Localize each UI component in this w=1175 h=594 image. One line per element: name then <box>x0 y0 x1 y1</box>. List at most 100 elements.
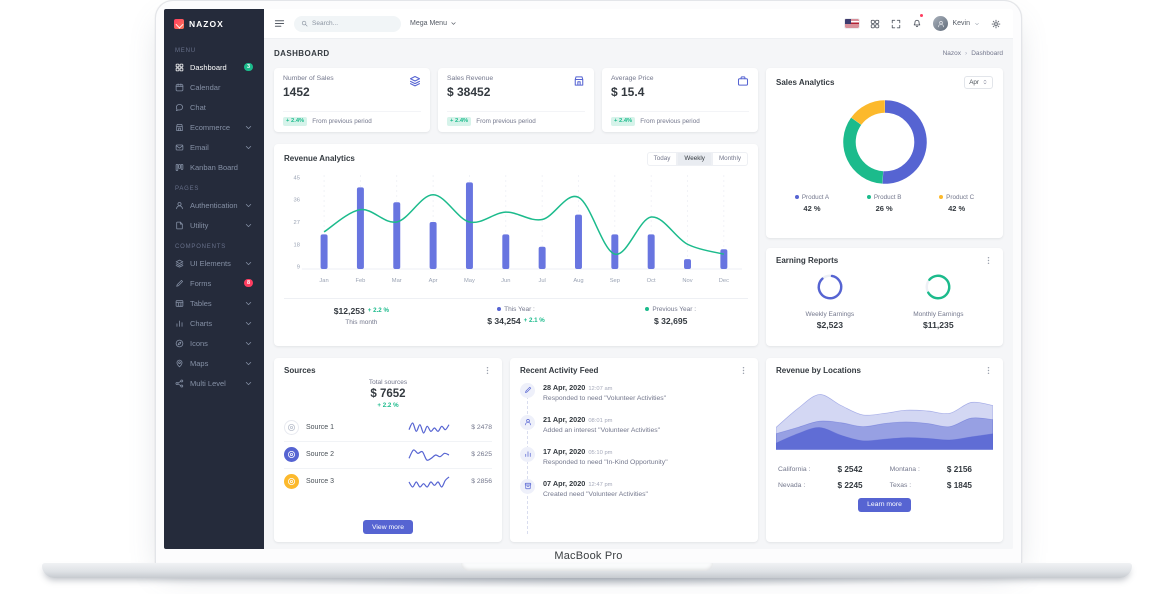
source-row-3[interactable]: Source 3 $ 2856 <box>284 469 492 495</box>
sales-analytics-title: Sales Analytics <box>776 77 835 87</box>
learn-more-button[interactable]: Learn more <box>858 497 911 512</box>
timeline-connector <box>527 390 528 534</box>
feed-item-3[interactable]: 17 Apr, 2020 05:10 pm Responded to need "… <box>520 446 748 466</box>
monthly-earnings-gauge <box>925 274 951 300</box>
sidebar-item-authentication[interactable]: Authentication <box>164 195 264 215</box>
earning-reports-card: Earning Reports Weekly Earnings $2,523 <box>766 247 1003 346</box>
layers-icon <box>175 259 184 268</box>
stat-cards-row: Number of Sales 1452 + 2.4% From previou… <box>274 67 758 132</box>
store-icon <box>573 75 585 87</box>
sidebar-item-calendar[interactable]: Calendar <box>164 77 264 97</box>
sidebar-item-tables[interactable]: Tables <box>164 293 264 313</box>
source-row-1[interactable]: Source 1 $ 2478 <box>284 415 492 442</box>
coin-icon <box>284 447 299 463</box>
search-box[interactable] <box>294 15 401 32</box>
revenue-analytics-card: Revenue Analytics Today Weekly Monthly 9… <box>274 143 758 346</box>
bar-chart-icon <box>175 319 184 328</box>
kanban-icon <box>175 163 184 172</box>
fullscreen-icon[interactable] <box>891 19 901 29</box>
sources-card: Sources Total sources $ 7652 + 2.2 % <box>274 357 502 542</box>
chevron-down-icon <box>450 20 457 27</box>
sidebar-item-charts[interactable]: Charts <box>164 313 264 333</box>
sales-donut-chart <box>842 100 927 184</box>
bell-icon <box>912 18 922 28</box>
stat-card-sales-revenue: Sales Revenue $ 38452 + 2.4% From previo… <box>438 67 594 132</box>
feed-item-2[interactable]: 21 Apr, 2020 08:01 pm Added an interest "… <box>520 414 748 434</box>
hamburger-menu-icon[interactable] <box>274 18 285 29</box>
stat-card-number-of-sales: Number of Sales 1452 + 2.4% From previou… <box>274 67 430 132</box>
sidebar-item-multi-level[interactable]: Multi Level <box>164 373 264 393</box>
apps-grid-icon[interactable] <box>870 19 880 29</box>
locations-area-chart <box>776 393 993 450</box>
language-flag-us[interactable] <box>845 19 860 28</box>
chevron-down-icon <box>244 201 253 210</box>
weekly-earnings: Weekly Earnings $2,523 <box>806 272 854 330</box>
sidebar-section-components: COMPONENTS <box>175 244 227 250</box>
svg-text:Mar: Mar <box>392 278 402 284</box>
kebab-menu-icon[interactable] <box>739 366 748 375</box>
kebab-menu-icon[interactable] <box>984 256 993 265</box>
total-sources: Total sources $ 7652 + 2.2 % <box>368 378 408 409</box>
mail-icon <box>175 143 184 152</box>
sidebar-item-ecommerce[interactable]: Ecommerce <box>164 117 264 137</box>
sidebar-item-icons[interactable]: Icons <box>164 333 264 353</box>
share-icon <box>175 379 184 388</box>
sidebar-item-chat[interactable]: Chat <box>164 97 264 117</box>
main-area: Mega Menu Kev <box>264 9 1013 549</box>
user-icon <box>937 20 945 28</box>
feed-item-4[interactable]: 07 Apr, 2020 12:47 pm Created need "Volun… <box>520 478 748 498</box>
source-2-sparkline <box>408 448 450 461</box>
sidebar-item-kanban-board[interactable]: Kanban Board <box>164 157 264 177</box>
chevron-down-icon <box>244 221 253 230</box>
chevron-down-icon <box>244 259 253 268</box>
range-weekly-button[interactable]: Weekly <box>677 151 712 166</box>
donut-legend: Product A 42 % Product B 26 % Product C <box>776 194 993 213</box>
activity-timeline: 28 Apr, 2020 12:07 am Responded to need "… <box>520 382 748 534</box>
range-today-button[interactable]: Today <box>646 151 678 166</box>
this-year-dot <box>497 307 502 312</box>
search-input[interactable] <box>312 20 392 27</box>
earning-reports-title: Earning Reports <box>776 255 839 265</box>
legend-dot <box>794 195 799 200</box>
kebab-menu-icon[interactable] <box>483 366 492 375</box>
source-row-2[interactable]: Source 2 $ 2625 <box>284 442 492 469</box>
mega-menu-button[interactable]: Mega Menu <box>410 20 457 27</box>
view-more-button[interactable]: View more <box>363 520 413 534</box>
legend-product-b[interactable]: Product B 26 % <box>866 194 901 213</box>
breadcrumb-root[interactable]: Nazox <box>942 50 962 58</box>
logo[interactable]: NAZOX <box>164 9 264 39</box>
sidebar-item-dashboard[interactable]: Dashboard 3 <box>164 57 264 77</box>
user-menu[interactable]: Kevin <box>933 16 980 31</box>
locations-title: Revenue by Locations <box>776 365 861 375</box>
chevron-down-icon <box>244 319 253 328</box>
period-select[interactable]: Apr <box>964 75 993 89</box>
previous-year-total: Previous Year : $ 32,695 <box>593 306 748 326</box>
avatar <box>933 16 949 31</box>
stat-value: $ 15.4 <box>611 84 645 99</box>
legend-product-a[interactable]: Product A 42 % <box>794 194 829 213</box>
laptop-base <box>42 563 1132 578</box>
nazox-logo-icon <box>174 19 184 29</box>
notifications-button[interactable] <box>912 13 924 33</box>
kebab-menu-icon[interactable] <box>984 366 993 375</box>
stat-value: $ 38452 <box>447 84 491 99</box>
sales-analytics-card: Sales Analytics Apr Product A <box>766 67 1003 238</box>
sidebar-item-utility[interactable]: Utility <box>164 215 264 235</box>
svg-text:Jun: Jun <box>501 278 510 284</box>
sidebar-item-ui-elements[interactable]: UI Elements <box>164 253 264 273</box>
pencil-icon <box>520 382 535 398</box>
legend-product-c[interactable]: Product C 42 % <box>939 194 974 213</box>
feed-item-1[interactable]: 28 Apr, 2020 12:07 am Responded to need "… <box>520 382 748 402</box>
logo-text: NAZOX <box>189 19 224 29</box>
source-3-sparkline <box>408 476 450 488</box>
sidebar-item-email[interactable]: Email <box>164 137 264 157</box>
range-monthly-button[interactable]: Monthly <box>711 151 748 166</box>
sidebar-item-forms[interactable]: Forms 8 <box>164 273 264 293</box>
sources-title: Sources <box>284 365 316 375</box>
revenue-analytics-title: Revenue Analytics <box>284 154 355 164</box>
sidebar-item-maps[interactable]: Maps <box>164 353 264 373</box>
chevron-down-icon <box>244 379 253 388</box>
settings-gear-icon[interactable] <box>991 19 1001 29</box>
map-pin-icon <box>175 359 184 368</box>
source-1-sparkline <box>408 421 450 434</box>
